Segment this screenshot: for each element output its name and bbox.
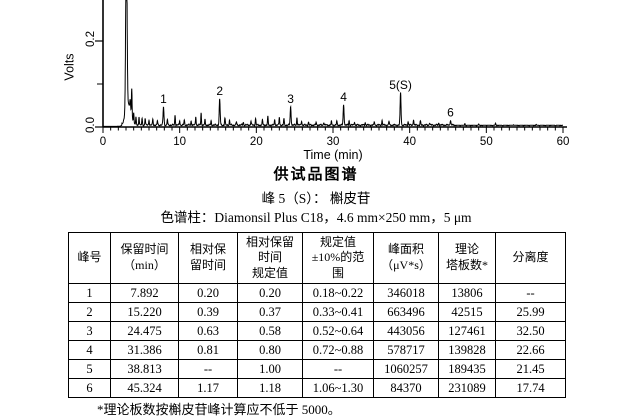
chart-axes: 0 10 20 30 40 50 60 0.0 0.2 [85,0,569,148]
y-tick-label: 0.0 [85,117,97,133]
x-tick-label: 10 [173,136,186,148]
table-cell: 3 [68,321,111,341]
table-row: 6 45.324 1.17 1.18 1.06~1.30 84370 231089 17.74 [68,378,566,398]
header-row: 峰号 保留时间 （min） 相对保 留时间 相对保留 时间 规定值 规定值 ±10%的范… [68,232,566,284]
column-header: 规定值 ±10%的范 围 [302,232,374,284]
table-row: 3 24.475 0.63 0.58 0.52~0.64 443056 127461 32.5… [68,321,566,341]
table-cell: 6 [68,378,111,398]
column-header: 相对保留 时间 规定值 [237,232,303,284]
table-cell: 13806 [438,283,496,303]
table-cell: 1.18 [237,378,303,398]
table-cell: 24.475 [110,321,179,341]
y-axis-title: Volts [62,53,76,80]
table-cell: 346018 [373,283,439,303]
table-cell: 0.33~0.41 [302,302,374,322]
table-cell: 2 [68,302,111,322]
table-cell: 443056 [373,321,439,341]
peak-identity-note: 峰 5（S）： 槲皮苷 [261,191,371,206]
table-cell: 45.324 [110,378,179,398]
x-tick-label: 60 [557,136,570,148]
chromatogram-trace [103,0,563,127]
table-cell: -- [178,359,238,379]
table-cell: 231089 [438,378,496,398]
peak-table-body: 1 7.892 0.20 0.20 0.18~0.22 346018 13806 -- 2 15.… [68,283,566,398]
table-cell: 21.45 [495,359,566,379]
table-cell: 1 [68,283,111,303]
table-cell: 7.892 [110,283,179,303]
x-tick-label: 30 [327,136,340,148]
peak-labels: 1 2 3 4 5(S) 6 [160,78,454,120]
table-cell: 189435 [438,359,496,379]
column-header: 相对保 留时间 [178,232,238,284]
table-cell: 578717 [373,340,439,360]
table-cell: 0.20 [178,283,238,303]
table-cell: 0.72~0.88 [302,340,374,360]
table-cell: -- [302,359,374,379]
table-cell: 38.813 [110,359,179,379]
column-header: 分离度 [495,232,566,284]
table-cell: 0.20 [237,283,303,303]
table-cell: 0.52~0.64 [302,321,374,341]
table-cell: 1.00 [237,359,303,379]
table-cell: 4 [68,340,111,360]
table-cell: 1060257 [373,359,439,379]
table-cell: 127461 [438,321,496,341]
y-tick-label: 0.2 [85,31,97,47]
peak-number-label: 6 [447,106,454,120]
peak-number-label: 3 [287,92,294,106]
chromatogram-figure: 0 10 20 30 40 50 60 0.0 0.2 1 2 3 4 5(S) 6 Volts Time… [62,0,569,162]
table-cell: 0.81 [178,340,238,360]
column-header: 理论 塔板数* [438,232,496,284]
peak-table-header: 峰号 保留时间 （min） 相对保 留时间 相对保留 时间 规定值 规定值 ±10%的范… [68,232,566,284]
table-cell: 0.80 [237,340,303,360]
x-tick-label: 40 [403,136,416,148]
table-cell: 0.58 [237,321,303,341]
x-axis-title: Time (min) [303,148,362,162]
table-cell: 0.63 [178,321,238,341]
table-row: 4 31.386 0.81 0.80 0.72~0.88 578717 139828 22.6… [68,340,566,360]
table-cell: 84370 [373,378,439,398]
table-cell: 17.74 [495,378,566,398]
column-header: 峰号 [68,232,111,284]
table-row: 1 7.892 0.20 0.20 0.18~0.22 346018 13806 -- [68,283,566,303]
column-header: 保留时间 （min） [110,232,179,284]
table-cell: 5 [68,359,111,379]
table-cell: 0.18~0.22 [302,283,374,303]
column-description: 色谱柱：Diamonsil Plus C18，4.6 mm×250 mm，5 μ… [160,210,472,225]
figure-title: 供试品图谱 [273,166,359,183]
table-cell: 663496 [373,302,439,322]
peak-table: 峰号 保留时间 （min） 相对保 留时间 相对保留 时间 规定值 规定值 ±10%的范… [68,232,566,398]
table-cell: 15.220 [110,302,179,322]
table-cell: 22.66 [495,340,566,360]
peak-number-label: 1 [160,92,167,106]
table-cell: 0.39 [178,302,238,322]
x-tick-label: 50 [480,136,493,148]
table-cell: 1.06~1.30 [302,378,374,398]
x-tick-label: 20 [250,136,263,148]
table-cell: 0.37 [237,302,303,322]
table-cell: 1.17 [178,378,238,398]
table-row: 5 38.813 -- 1.00 -- 1060257 189435 21.45 [68,359,566,379]
peak-number-label: 5(S) [389,78,412,92]
table-cell: 32.50 [495,321,566,341]
table-footnote: *理论板数按槲皮苷峰计算应不低于 5000。 [97,402,341,417]
table-cell: -- [495,283,566,303]
table-cell: 31.386 [110,340,179,360]
x-tick-label: 0 [100,136,106,148]
table-cell: 42515 [438,302,496,322]
peak-number-label: 4 [340,90,347,104]
table-row: 2 15.220 0.39 0.37 0.33~0.41 663496 42515 25.99 [68,302,566,322]
table-cell: 25.99 [495,302,566,322]
table-cell: 139828 [438,340,496,360]
column-header: 峰面积 （μV*s） [373,232,439,284]
peak-number-label: 2 [216,84,223,98]
